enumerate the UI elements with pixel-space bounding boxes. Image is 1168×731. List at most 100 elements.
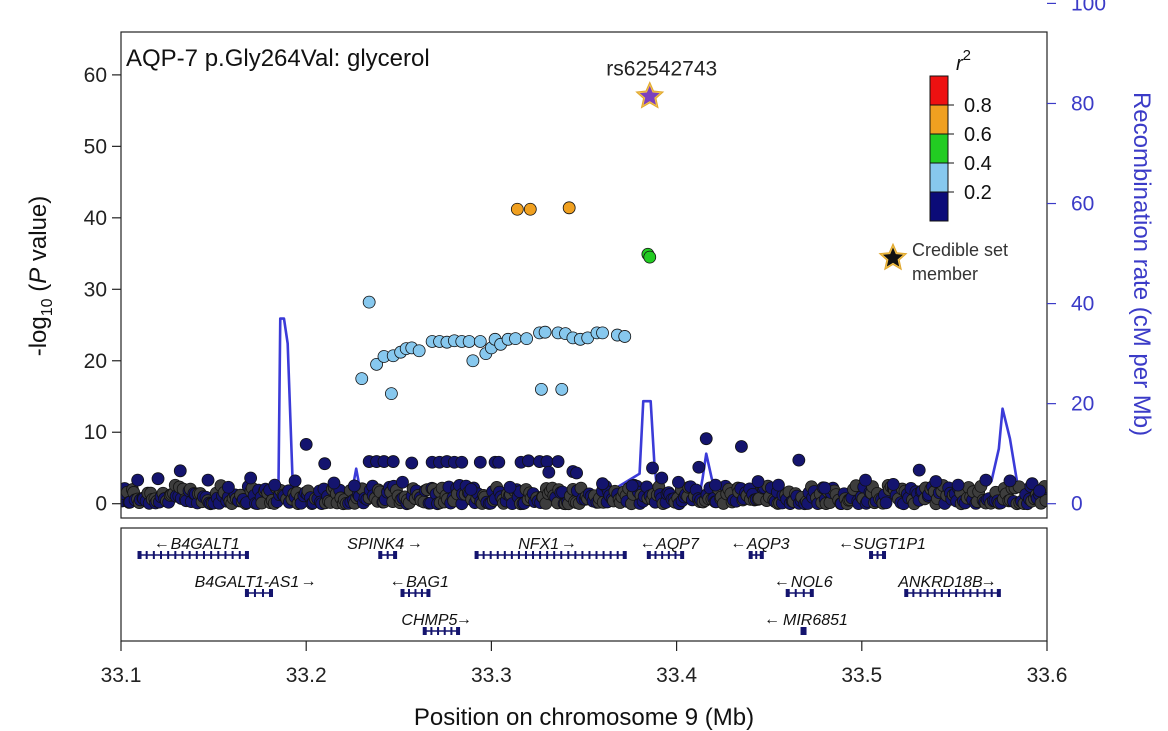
gene-exon	[269, 589, 274, 597]
data-point	[540, 455, 554, 468]
right-axis-label: Recombination rate (cM per Mb)	[1128, 92, 1155, 436]
gene-exon	[912, 589, 915, 597]
credible-set-label-line2: member	[912, 264, 978, 284]
gene-exon	[990, 589, 993, 597]
gene-exon	[450, 627, 453, 635]
gene-exon	[422, 627, 427, 635]
data-point	[570, 466, 583, 480]
gene-exon	[794, 589, 797, 597]
gene-exon	[181, 551, 184, 559]
gene-exon	[202, 551, 205, 559]
baseline-point	[1039, 494, 1047, 507]
gene-exon	[940, 589, 943, 597]
y-tick-label: 60	[84, 64, 107, 87]
arrow-right-icon: →	[981, 573, 997, 590]
arrow-left-icon: ←	[774, 573, 790, 590]
data-point	[464, 483, 478, 496]
data-point	[1033, 484, 1046, 498]
y-tick-label: 30	[84, 278, 107, 301]
gene-exon	[962, 589, 965, 597]
gene-label: AQP3	[746, 536, 790, 553]
data-point	[792, 453, 806, 467]
data-point	[466, 354, 480, 368]
data-point	[618, 330, 632, 343]
data-point	[347, 479, 361, 493]
legend-color-box	[929, 162, 949, 193]
recombination-rate-line	[121, 317, 1047, 503]
data-point	[131, 473, 145, 487]
gene-exon	[244, 551, 249, 559]
data-point	[929, 475, 943, 488]
gene-exon	[443, 627, 446, 635]
gene-exon	[674, 551, 677, 559]
gene-exon	[560, 551, 563, 559]
gene-exon	[661, 551, 664, 559]
gene-exon	[145, 551, 148, 559]
data-point	[772, 478, 785, 492]
legend-label: 0.6	[964, 124, 992, 146]
data-point	[542, 465, 556, 479]
x-tick-label: 33.4	[656, 664, 697, 687]
gene-exon	[238, 551, 241, 559]
gene-exon	[748, 551, 753, 559]
data-point	[625, 479, 639, 493]
data-point	[562, 201, 576, 215]
data-point	[709, 478, 722, 492]
gene-exon	[456, 627, 461, 635]
x-axis-label: Position on chromosome 9 (Mb)	[414, 704, 754, 731]
legend-label: 0.4	[964, 153, 992, 175]
x-tick-label: 33.2	[286, 664, 327, 687]
points-layer	[121, 81, 1047, 511]
x-tick-label: 33.1	[101, 664, 142, 687]
credible-set-icon	[883, 247, 903, 267]
gene-exon	[510, 551, 513, 559]
y-tick-label: 40	[84, 207, 107, 230]
gene-label: NFX1	[518, 536, 559, 553]
gene-exon	[231, 551, 234, 559]
x-tick-label: 33.6	[1027, 664, 1068, 687]
gene-exon	[217, 551, 220, 559]
gene-exon	[616, 551, 619, 559]
data-point	[222, 480, 235, 494]
gene-exon	[546, 551, 549, 559]
gene-exon	[539, 551, 542, 559]
gene-exon	[489, 551, 492, 559]
gene-exon	[667, 551, 670, 559]
data-point	[173, 464, 187, 478]
gene-exon	[654, 551, 657, 559]
gene-exon	[188, 551, 191, 559]
data-point	[538, 325, 552, 339]
gene-exon	[407, 589, 410, 597]
arrow-left-icon: ←	[640, 535, 656, 552]
gene-exon	[244, 589, 249, 597]
gene-exon	[160, 551, 163, 559]
gene-track-frame	[120, 527, 1048, 642]
data-point	[672, 475, 685, 489]
data-point	[462, 335, 476, 348]
data-point	[646, 461, 659, 475]
data-point	[520, 332, 533, 346]
gene-label: ANKRD18B	[897, 574, 983, 591]
gene-exon	[414, 589, 417, 597]
gene-track: B4GALT1← SPINK4 → NFX1 → AQP7← AQP3← SUGT1P1←B4…	[137, 535, 1001, 635]
data-point	[951, 478, 965, 492]
gene-label: BAG1	[406, 574, 449, 591]
right-tick-label: 0	[1071, 493, 1083, 516]
chart-title: AQP-7 p.Gly264Val: glycerol	[126, 45, 430, 72]
gene-exon	[955, 589, 958, 597]
gene-exon	[210, 551, 213, 559]
gene-label: SUGT1P1	[853, 536, 926, 553]
gene-exon	[755, 551, 758, 559]
data-point	[551, 455, 565, 468]
data-point	[201, 473, 215, 487]
right-tick-label: 20	[1071, 393, 1094, 416]
data-point	[509, 332, 522, 346]
arrow-left-icon: ←	[730, 535, 746, 552]
gene-exon	[646, 551, 651, 559]
gene-exon	[574, 551, 577, 559]
gene-exon	[983, 589, 986, 597]
arrow-left-icon: ←	[838, 535, 854, 552]
data-point	[555, 382, 569, 396]
right-tick-label: 80	[1071, 92, 1094, 115]
